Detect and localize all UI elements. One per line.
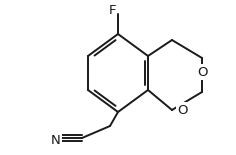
Text: N: N — [51, 133, 61, 146]
Text: F: F — [108, 4, 116, 16]
Text: O: O — [178, 104, 188, 117]
Text: O: O — [198, 66, 208, 78]
